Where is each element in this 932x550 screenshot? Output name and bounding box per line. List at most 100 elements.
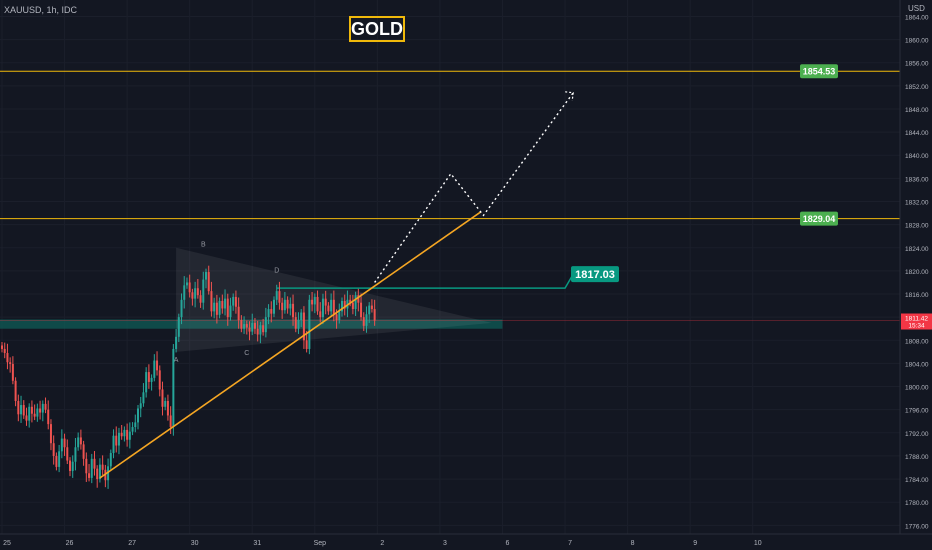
price-tick-label: 1796.00 — [905, 408, 929, 415]
price-tick-label: 1820.00 — [905, 269, 929, 276]
time-tick-label: Sep — [314, 540, 327, 547]
candle — [9, 357, 12, 373]
candle-body — [93, 458, 96, 469]
candle — [330, 293, 333, 317]
candle-body — [77, 437, 80, 448]
candle-body — [267, 309, 270, 318]
candle — [316, 290, 319, 315]
candle — [66, 439, 69, 465]
price-tick-label: 1784.00 — [905, 477, 929, 484]
candle-body — [17, 401, 20, 415]
candle-body — [20, 405, 23, 415]
candle — [302, 306, 305, 349]
pattern-point-label: C — [244, 350, 249, 357]
candle-body — [289, 303, 292, 309]
projection-dotted-line — [374, 92, 574, 283]
candle-body — [360, 302, 363, 318]
candle — [185, 277, 188, 289]
candle-body — [313, 296, 316, 305]
candle-body — [115, 435, 118, 446]
candle — [351, 294, 354, 315]
candle — [175, 329, 178, 353]
candle — [145, 367, 148, 398]
candle-body — [341, 300, 343, 312]
candle — [289, 297, 292, 316]
price-tick-label: 1776.00 — [905, 523, 929, 530]
candle-body — [196, 288, 199, 296]
candle — [332, 290, 335, 322]
time-tick-label: 31 — [253, 540, 261, 547]
candle — [240, 315, 243, 333]
price-axis-bg — [900, 0, 932, 550]
candle — [360, 293, 363, 321]
candle — [33, 404, 36, 421]
candle-body — [283, 299, 286, 311]
candle — [120, 424, 123, 440]
candle-body — [270, 309, 273, 314]
candle — [234, 290, 237, 314]
candle-body — [316, 296, 319, 312]
candle — [215, 294, 218, 324]
time-tick-label: 7 — [568, 540, 572, 547]
candle-body — [47, 409, 50, 425]
candle — [191, 288, 194, 306]
breakout-badge — [571, 266, 619, 283]
price-tick-label: 1860.00 — [905, 38, 929, 45]
candle — [71, 455, 74, 478]
candle — [142, 383, 145, 407]
candle — [210, 281, 213, 317]
candle — [128, 422, 131, 449]
pattern-point-label: A — [174, 357, 179, 364]
candle-body — [117, 432, 120, 446]
resistance-top-badge-label: 1854.53 — [803, 67, 836, 77]
candle — [77, 432, 80, 451]
candle-body — [28, 406, 31, 421]
candle-body — [213, 302, 216, 312]
price-tick-label: 1792.00 — [905, 431, 929, 438]
candle — [327, 302, 330, 315]
time-tick-label: 25 — [3, 540, 11, 547]
time-tick-label: 26 — [66, 540, 74, 547]
candle-body — [311, 299, 314, 305]
time-axis[interactable]: 25 26 27 30 31 Sep 2 3 6 7 8 9 10 — [0, 533, 932, 550]
candle — [286, 296, 289, 314]
price-axis[interactable]: 1776.00 1780.00 1784.00 1788.00 1792.00 1796.… — [899, 0, 932, 550]
candle-body — [177, 317, 180, 337]
trendline[interactable] — [99, 211, 482, 479]
resistance-top-badge — [800, 64, 838, 79]
candle-body — [302, 312, 305, 341]
candle — [343, 294, 346, 316]
candle-body — [351, 302, 354, 310]
candle — [131, 422, 134, 436]
candle-body — [60, 438, 63, 452]
candle — [47, 400, 50, 430]
candle — [349, 294, 352, 307]
candle-body — [85, 458, 88, 474]
candle-body — [11, 363, 14, 381]
price-tick-label: 1780.00 — [905, 500, 929, 507]
price-tick-label: 1804.00 — [905, 361, 929, 368]
candle — [273, 296, 275, 318]
candle-body — [71, 461, 74, 471]
candle — [218, 297, 221, 319]
candle — [17, 394, 20, 422]
candle — [101, 455, 104, 476]
candle — [308, 294, 311, 355]
price-tick-label: 1848.00 — [905, 107, 929, 114]
candle-body — [305, 340, 308, 349]
candle — [150, 374, 153, 391]
candle-body — [218, 300, 221, 315]
candle-body — [134, 422, 137, 428]
candle — [281, 297, 284, 319]
currency-label: USD — [908, 4, 925, 13]
candle-body — [39, 408, 42, 413]
candle-body — [52, 443, 55, 456]
candle — [28, 403, 31, 428]
candle — [180, 293, 183, 325]
candle-body — [153, 360, 156, 378]
candle-body — [98, 464, 101, 480]
candle-body — [232, 296, 235, 306]
candle — [370, 299, 373, 313]
